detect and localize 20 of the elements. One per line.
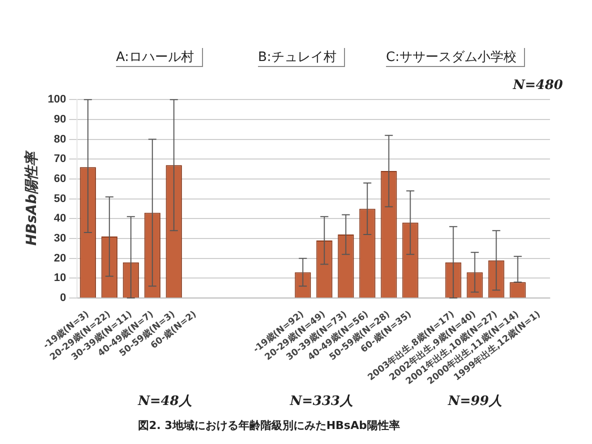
y-tick-label: 20 [54, 252, 66, 264]
y-tick-label: 10 [54, 272, 66, 284]
caption: 図2. 3地域における年齢階級別にみたHBsAb陽性率 [138, 418, 400, 433]
y-tick-label: 40 [54, 212, 66, 225]
y-tick-label: 80 [54, 133, 66, 146]
y-tick-label: 70 [54, 153, 66, 166]
text: B:チュレイ村 [258, 48, 346, 67]
text: N=48人 [138, 393, 192, 410]
y-tick-label: 90 [54, 113, 66, 126]
text: N=333人 [290, 393, 353, 410]
text: A:ロハール村 [116, 48, 204, 67]
y-axis-title: HBsAb陽性率 [23, 150, 40, 246]
y-tick-label: 60 [54, 173, 66, 186]
text: N=480 [513, 78, 563, 93]
y-tick-label: 50 [54, 192, 66, 205]
y-tick-label: 30 [54, 232, 66, 245]
text: N=99人 [448, 393, 502, 410]
y-tick-label: 0 [60, 292, 66, 304]
y-tick-label: 100 [48, 94, 66, 106]
text: C:ササースダム小学校 [386, 48, 526, 67]
